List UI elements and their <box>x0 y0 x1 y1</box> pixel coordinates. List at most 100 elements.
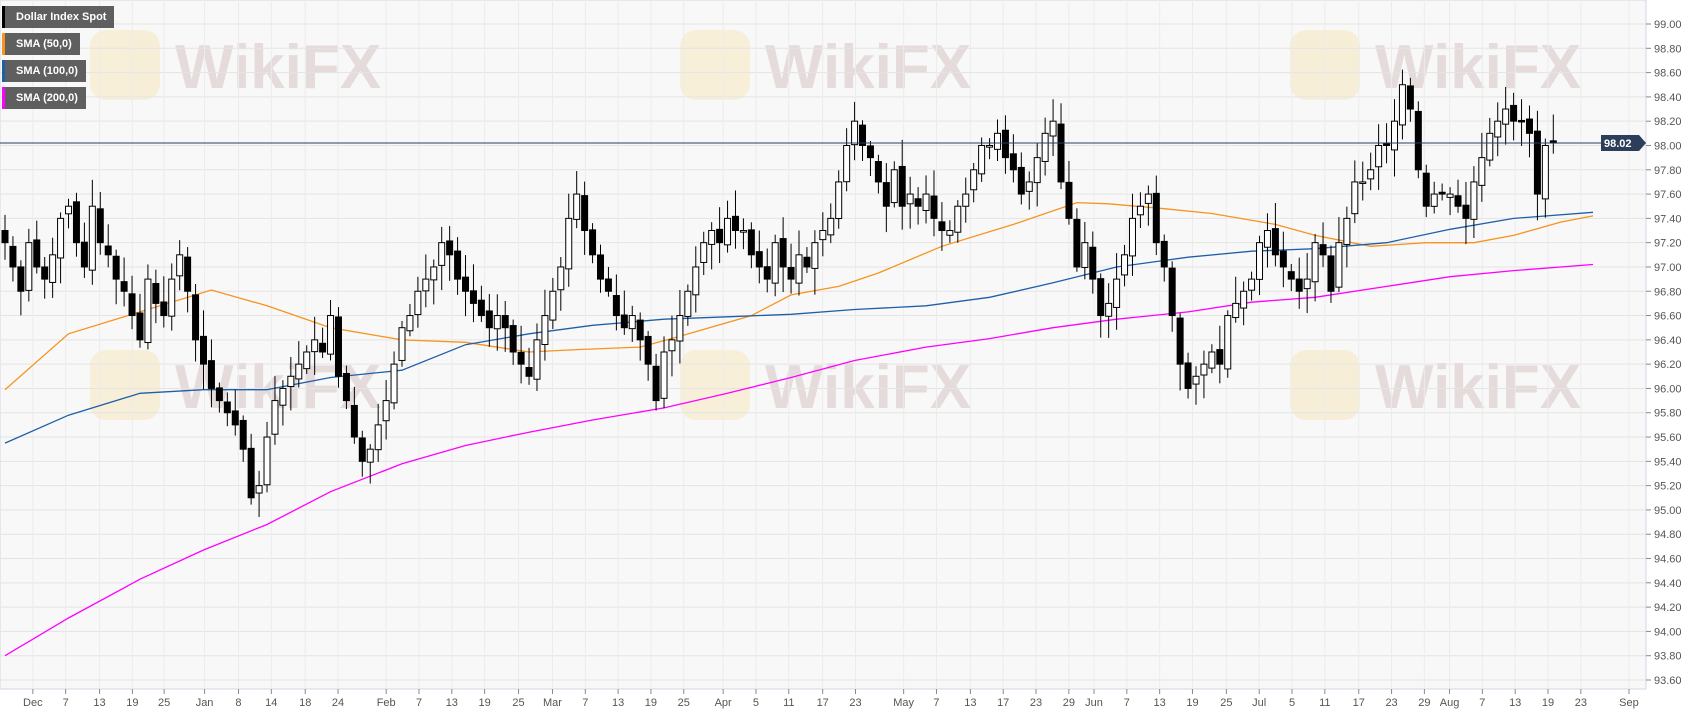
candle-body <box>986 144 994 148</box>
y-tick-label: 99.00 <box>1654 19 1682 31</box>
candle <box>1486 117 1494 167</box>
candle <box>978 137 986 182</box>
candle-body <box>144 278 152 344</box>
candle <box>33 220 41 274</box>
y-tick-label: 96.80 <box>1654 286 1682 298</box>
candle <box>271 376 279 445</box>
x-tick-label: Apr <box>715 697 732 709</box>
x-tick-label: 13 <box>612 697 624 709</box>
candle-body <box>263 436 271 486</box>
candle <box>96 191 104 255</box>
candle-body <box>1359 181 1367 184</box>
candle <box>1081 221 1089 280</box>
y-tick-label: 95.60 <box>1654 432 1682 444</box>
candle-body <box>255 485 263 494</box>
candle <box>589 223 597 264</box>
candle-body <box>1224 315 1232 370</box>
candle <box>303 345 311 374</box>
candle <box>1248 271 1256 301</box>
x-tick-label: 11 <box>1319 697 1330 709</box>
candle <box>247 433 255 505</box>
candle <box>152 269 160 324</box>
candle-body <box>1009 153 1017 171</box>
x-tick-label: Jun <box>1085 697 1103 709</box>
candle <box>430 259 438 305</box>
y-tick-label: 95.40 <box>1654 456 1682 468</box>
candle-body <box>859 124 867 146</box>
candle-body <box>1454 195 1462 207</box>
candle-body <box>207 360 215 389</box>
x-tick-label: 7 <box>63 697 69 709</box>
x-tick-label: 25 <box>678 697 690 709</box>
candle <box>1208 344 1216 374</box>
candle-body <box>1287 271 1295 280</box>
candle <box>755 230 763 284</box>
candle-body <box>1041 132 1049 162</box>
candle <box>1256 235 1264 296</box>
candle-body <box>946 230 954 236</box>
candle-body <box>350 404 358 438</box>
candle-body <box>398 327 406 361</box>
candle <box>1057 103 1065 190</box>
x-tick-label: 24 <box>332 697 344 709</box>
candle-body <box>1486 132 1494 161</box>
candle-body <box>843 144 851 183</box>
candle-body <box>334 316 342 377</box>
candle-body <box>1518 119 1526 123</box>
candle-body <box>192 294 200 341</box>
candle <box>922 175 930 224</box>
x-tick-label: 25 <box>512 697 524 709</box>
candle-body <box>1414 110 1422 171</box>
x-tick-label: 17 <box>1353 697 1365 709</box>
candle-body <box>41 266 49 280</box>
candle-body <box>1327 255 1335 292</box>
candle <box>287 356 295 411</box>
candle-body <box>692 266 700 296</box>
candle-body <box>239 419 247 450</box>
candle-body <box>454 250 462 280</box>
candle-body <box>597 254 604 280</box>
candle-body <box>1081 242 1089 268</box>
candle-body <box>851 120 859 146</box>
candle <box>446 226 454 281</box>
candle <box>1176 313 1184 391</box>
legend-swatch <box>2 33 5 55</box>
candle-body <box>1216 349 1224 365</box>
candle-body <box>49 254 57 283</box>
legend-swatch <box>2 87 5 109</box>
candle <box>533 323 541 391</box>
candle <box>597 244 604 293</box>
candle-body <box>1533 130 1541 195</box>
candle <box>462 255 470 317</box>
candle <box>565 193 573 287</box>
watermark-text: WikiFX <box>765 33 971 102</box>
candle-body <box>1391 120 1398 151</box>
candle-body <box>565 217 573 270</box>
candle-body <box>477 299 485 317</box>
candle-body <box>247 447 255 499</box>
candle-body <box>1089 246 1097 280</box>
candle <box>525 347 533 385</box>
candle-body <box>422 278 430 292</box>
candle <box>223 392 231 427</box>
candle-body <box>120 281 128 292</box>
candle-body <box>755 251 763 268</box>
candle-body <box>136 312 144 341</box>
candle-body <box>104 245 112 256</box>
y-tick-label: 93.80 <box>1654 651 1682 663</box>
candle-body <box>525 367 533 377</box>
candle <box>557 257 565 311</box>
candle-body <box>446 240 454 256</box>
candle <box>255 470 263 517</box>
candle-body <box>1248 278 1256 291</box>
x-tick-label: 13 <box>1154 697 1166 709</box>
candle-body <box>215 387 223 402</box>
candle <box>1097 273 1105 338</box>
candle-body <box>676 315 684 342</box>
x-tick-label: 7 <box>933 697 939 709</box>
candle-body <box>1 230 9 244</box>
candle <box>986 138 994 160</box>
candle-body <box>1541 144 1549 200</box>
candle <box>517 325 525 384</box>
